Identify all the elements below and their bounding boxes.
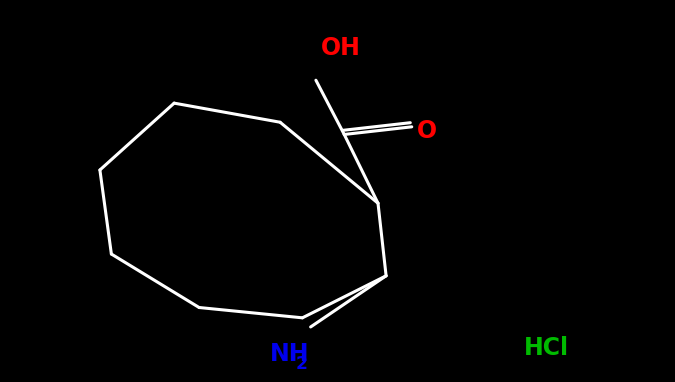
Text: 2: 2 — [296, 355, 308, 373]
Text: OH: OH — [321, 36, 361, 60]
Text: NH: NH — [270, 343, 310, 366]
Text: HCl: HCl — [524, 336, 569, 359]
Text: O: O — [416, 119, 437, 142]
